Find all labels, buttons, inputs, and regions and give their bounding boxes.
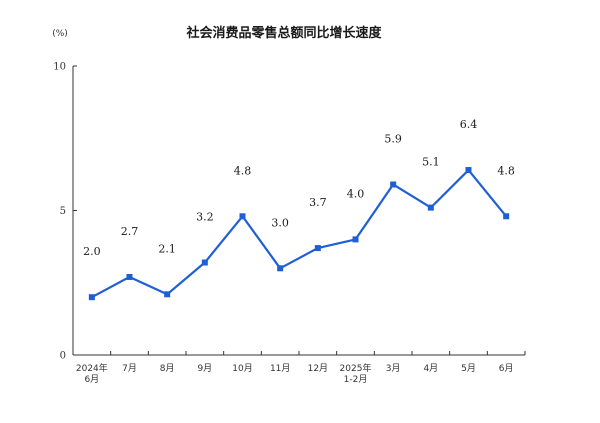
data-point-5 [277,265,284,272]
y-tick-label-10: 10 [53,62,66,73]
data-point-1 [126,273,133,280]
x-tick-label-0: 2024年 6月 [76,362,108,385]
x-tick-label-5: 11月 [270,363,290,374]
y-tick-label-0: 0 [60,351,66,362]
data-labels: 2.0 2.7 2.1 3.2 4.8 3.0 3.7 4.0 5.9 5.1 6.4 4.8 [83,118,515,258]
data-label-4: 4.8 [234,164,252,177]
x-tick-label-1: 7月 [122,363,137,374]
data-label-8: 5.9 [384,132,402,145]
y-ticks: 0 5 10 [53,62,77,362]
x-tick-label-8: 3月 [386,363,401,374]
data-label-3: 3.2 [196,211,214,224]
x-ticks: 2024年 6月 7月 8月 9月 10月 11月 12月 2025年 1-2月 3月 4月 5月 6月 [72,351,526,385]
chart-title: 社会消费品零售总额同比增长速度 [185,25,382,41]
data-label-2: 2.1 [158,242,176,255]
x-tick-label-2: 8月 [160,363,175,374]
x-tick-label-7: 2025年 1-2月 [340,362,372,385]
data-point-4 [239,213,246,220]
data-point-3 [201,259,208,266]
data-point-9 [427,204,434,211]
data-point-2 [164,291,171,298]
x-tick-label-11: 6月 [499,363,514,374]
data-label-10: 6.4 [460,118,478,131]
data-label-7: 4.0 [347,187,365,200]
data-label-0: 2.0 [83,245,101,258]
data-point-0 [88,294,95,301]
x-tick-label-6: 12月 [308,363,328,374]
x-tick-label-4: 10月 [232,363,252,374]
data-point-7 [352,236,359,243]
data-point-6 [314,245,321,252]
y-unit-label: (%) [52,29,68,39]
data-point-10 [465,167,472,174]
series-line-0 [91,168,508,299]
y-tick-label-5: 5 [60,206,66,217]
data-point-8 [390,181,397,188]
x-tick-label-3: 9月 [197,363,212,374]
data-label-5: 3.0 [271,216,289,229]
data-label-9: 5.1 [422,156,440,169]
data-point-11 [503,213,510,220]
data-label-6: 3.7 [309,196,327,209]
data-label-11: 4.8 [497,164,515,177]
series-group [88,167,510,301]
x-tick-label-10: 5月 [461,363,476,374]
x-tick-label-9: 4月 [423,363,438,374]
data-label-1: 2.7 [121,225,139,238]
